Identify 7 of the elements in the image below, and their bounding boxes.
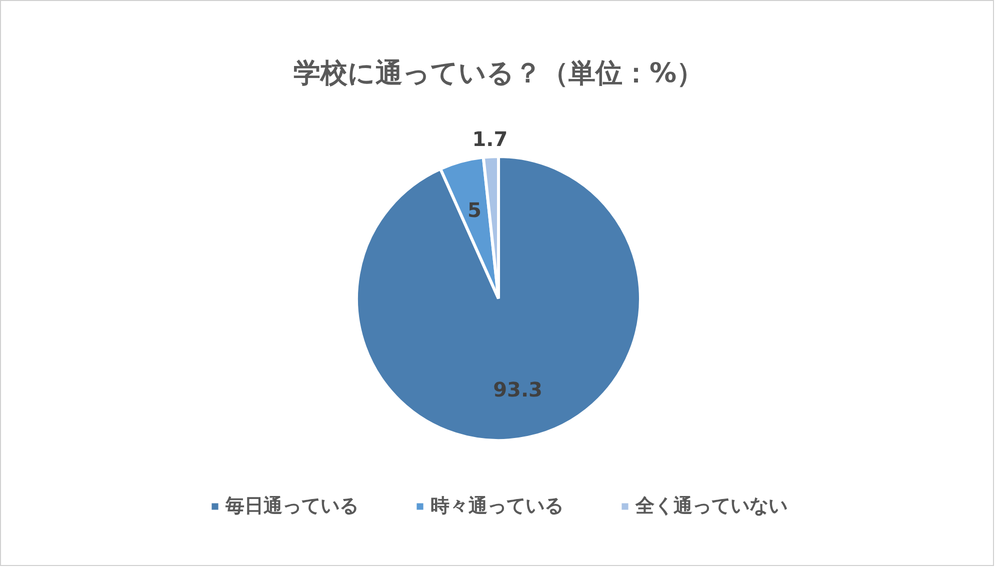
chart-title: 学校に通っている？（単位：%）	[293, 58, 704, 89]
legend-label: 全く通っていない	[636, 494, 788, 519]
legend-label: 時々通っている	[430, 494, 564, 519]
data-label: 1.7	[472, 126, 508, 151]
data-label: 93.3	[493, 377, 542, 402]
legend-label: 毎日通っている	[226, 494, 358, 519]
data-label: 5	[467, 198, 482, 222]
